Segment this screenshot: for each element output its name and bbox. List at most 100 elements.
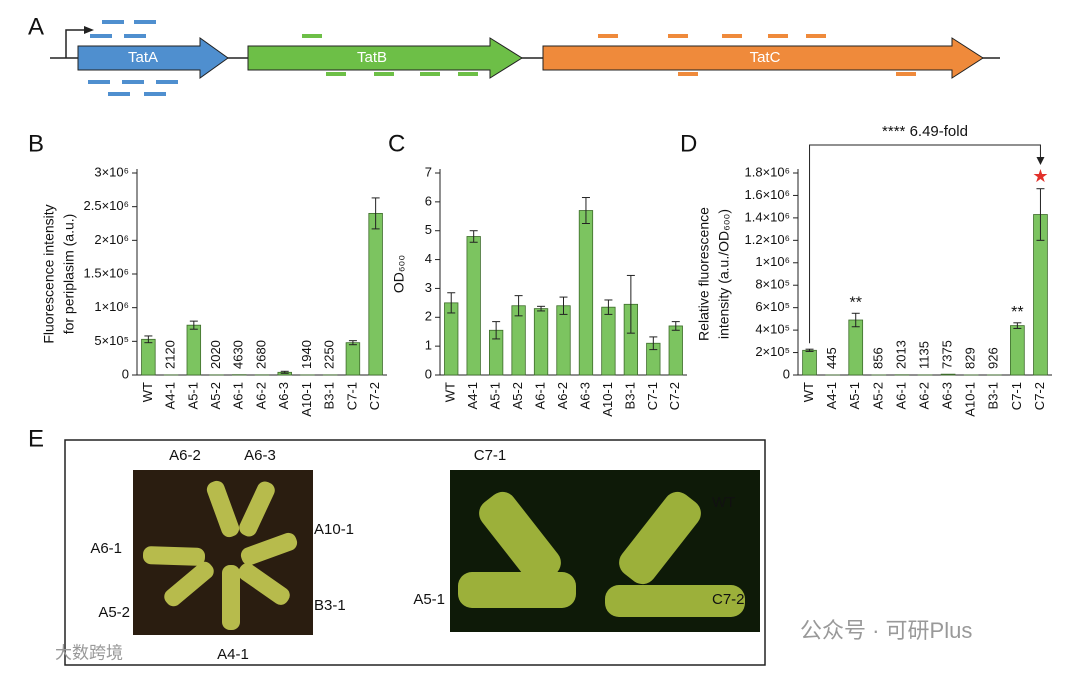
x-tick-label: WT — [801, 382, 816, 402]
y-tick-label: 1×10⁶ — [94, 299, 129, 314]
bar — [556, 305, 571, 376]
y-tick-label: 6 — [425, 193, 432, 208]
y-tick-label: 4×10⁵ — [755, 322, 790, 337]
bar — [601, 306, 616, 376]
x-tick-label: A6-1 — [893, 382, 908, 409]
y-tick-label: 8×10⁵ — [755, 277, 790, 292]
x-tick-label: A10-1 — [299, 382, 314, 417]
value-label: 926 — [986, 347, 1001, 369]
value-label: 2020 — [208, 340, 223, 369]
panel-letter: A — [28, 13, 44, 40]
photo-label: WT — [712, 494, 735, 511]
comparison-bracket — [809, 144, 1041, 344]
x-tick-label: B3-1 — [622, 382, 637, 409]
y-tick-label: 0 — [425, 366, 432, 381]
photo-label: C7-1 — [474, 447, 507, 464]
bar — [848, 319, 864, 376]
x-tick-label: A4-1 — [465, 382, 480, 409]
guide-marks — [88, 20, 916, 96]
x-tick-label: A5-2 — [870, 382, 885, 409]
photo-label: A6-1 — [90, 540, 122, 557]
x-tick-label: A6-2 — [555, 382, 570, 409]
y-tick-label: 0 — [122, 366, 129, 381]
y-tick-label: 1.4×10⁶ — [745, 209, 790, 224]
y-tick-label: 1.8×10⁶ — [745, 164, 790, 179]
value-label: 829 — [963, 347, 978, 369]
x-tick-label: A6-2 — [916, 382, 931, 409]
bar — [186, 324, 202, 376]
x-tick-label: A6-1 — [532, 382, 547, 409]
promoter-arrow — [84, 26, 94, 34]
y-tick-label: 2 — [425, 309, 432, 324]
gene-label: TatA — [128, 49, 158, 66]
y-tick-label: 1.5×10⁶ — [84, 265, 129, 280]
y-tick-label: 1.2×10⁶ — [745, 232, 790, 247]
photo-label: A4-1 — [217, 646, 249, 663]
y-tick-label: 3×10⁶ — [94, 164, 129, 179]
bar — [1010, 325, 1025, 376]
x-tick-label: C7-2 — [667, 382, 682, 410]
significance: ** — [1011, 304, 1023, 321]
panel-letter: C — [388, 130, 405, 157]
photo-label: A10-1 — [314, 521, 354, 538]
gene-label: TatB — [357, 49, 387, 66]
value-label: 7375 — [940, 340, 955, 369]
value-label: 856 — [870, 347, 885, 369]
significance: ** — [850, 294, 862, 311]
y-axis-label: for periplasim (a.u.) — [61, 214, 77, 335]
x-tick-label: A6-3 — [577, 382, 592, 409]
x-tick-label: B3-1 — [986, 382, 1001, 409]
y-axis-label: Relative fluorescence — [696, 207, 712, 341]
y-tick-label: 0 — [783, 366, 790, 381]
y-tick-label: 3 — [425, 280, 432, 295]
x-tick-label: WT — [443, 382, 458, 402]
x-tick-label: C7-2 — [367, 382, 382, 410]
x-tick-label: A6-1 — [231, 382, 246, 409]
bar — [802, 349, 817, 376]
x-tick-label: A6-3 — [940, 382, 955, 409]
y-tick-label: 5×10⁵ — [94, 333, 129, 348]
y-axis-label: OD₆₀₀ — [391, 255, 407, 293]
annotation: **** 6.49-fold — [882, 123, 968, 140]
star-marker: ★ — [1032, 166, 1048, 186]
value-label: 1135 — [916, 341, 931, 369]
bar — [466, 236, 481, 376]
x-tick-label: A5-1 — [185, 382, 200, 409]
x-tick-label: A10-1 — [963, 382, 978, 417]
x-tick-label: A5-1 — [488, 382, 503, 409]
x-tick-label: A5-2 — [208, 382, 223, 409]
value-label: 1940 — [299, 340, 314, 369]
comparison-arrow — [1036, 157, 1045, 165]
x-tick-label: A10-1 — [600, 382, 615, 417]
value-label: 2250 — [322, 340, 337, 369]
y-tick-label: 1 — [425, 338, 432, 353]
y-tick-label: 7 — [425, 164, 432, 179]
gene-label: TatC — [750, 49, 781, 66]
y-tick-label: 1.6×10⁶ — [745, 187, 790, 202]
value-label: 2680 — [253, 340, 268, 369]
photo-label: A6-3 — [244, 447, 276, 464]
value-label: 2120 — [163, 340, 178, 369]
y-tick-label: 5 — [425, 222, 432, 237]
gene-arrow — [77, 37, 229, 79]
photo-label: A5-1 — [413, 591, 445, 608]
watermark: 大数跨境 — [55, 643, 123, 662]
y-tick-label: 2×10⁵ — [755, 344, 790, 359]
x-tick-label: A6-3 — [276, 382, 291, 409]
bar — [141, 338, 156, 376]
bar — [345, 342, 361, 376]
panel-letter: B — [28, 130, 44, 157]
bar — [940, 373, 956, 376]
photo-label: A6-2 — [169, 447, 201, 464]
bar — [533, 308, 549, 376]
promoter — [65, 29, 88, 58]
y-tick-label: 1×10⁶ — [755, 254, 790, 269]
bar — [444, 302, 459, 376]
x-tick-label: C7-1 — [645, 382, 660, 410]
x-tick-label: A5-2 — [510, 382, 525, 409]
x-tick-label: C7-1 — [1009, 382, 1024, 410]
y-axis-label: Fluorescence intensity — [41, 204, 57, 343]
y-tick-label: 6×10⁵ — [755, 299, 790, 314]
tubes — [458, 491, 745, 617]
